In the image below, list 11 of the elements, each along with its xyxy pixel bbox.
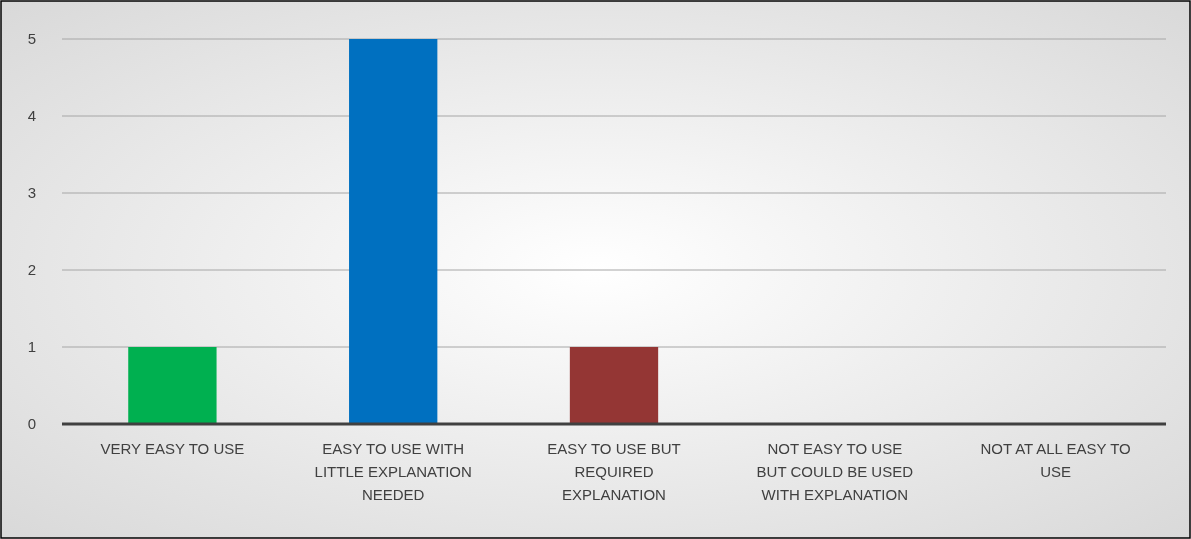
y-tick-label: 5 <box>27 30 36 48</box>
x-tick-label: NOT EASY TO USE BUT COULD BE USED WITH EXPLANATION <box>756 440 914 503</box>
y-tick-label: 4 <box>27 107 36 125</box>
x-tick-label: EASY TO USE WITH LITTLE EXPLANATION NEEDED <box>314 440 472 503</box>
y-tick-label: 3 <box>27 184 36 202</box>
x-tick-label: NOT AT ALL EASY TO USE <box>980 440 1131 480</box>
y-tick-label: 1 <box>27 338 36 356</box>
y-tick-label: 2 <box>27 261 36 279</box>
x-tick-label: VERY EASY TO USE <box>100 440 245 457</box>
y-tick-label: 0 <box>27 415 36 433</box>
x-tick-label: EASY TO USE BUT REQUIRED EXPLANATION <box>547 440 681 503</box>
